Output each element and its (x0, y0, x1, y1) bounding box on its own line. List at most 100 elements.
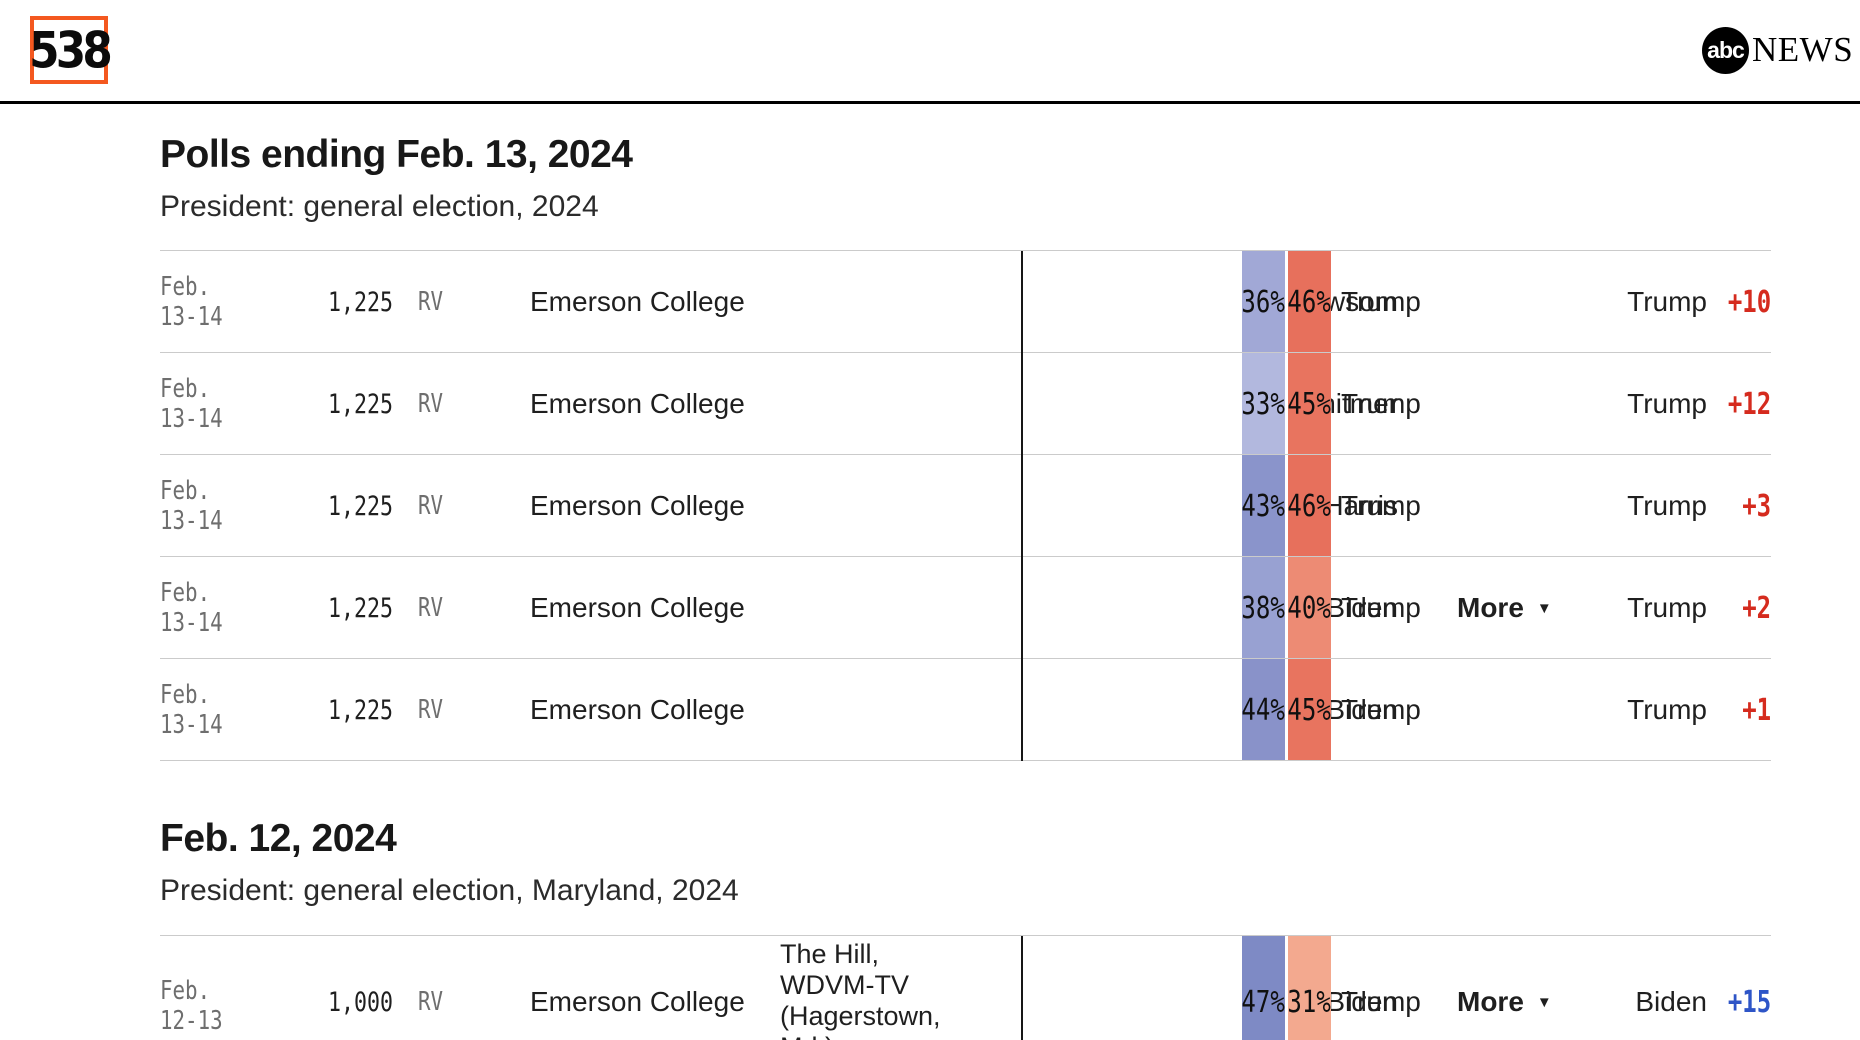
dem-pct-cell: 47% (1242, 936, 1285, 1040)
poll-row: Feb. 13-14 1,225 RV Emerson College Bide… (160, 557, 1771, 659)
pollster-link[interactable]: Emerson College (530, 490, 745, 521)
dem-pct-cell: 44% (1242, 659, 1285, 760)
sample-count: 1,225 (328, 592, 394, 624)
leader: Trump +3 (1627, 489, 1771, 524)
poll-date-line1: Feb. (160, 374, 211, 404)
poll-row: Feb. 13-14 1,225 RV Emerson College Whit… (160, 353, 1771, 455)
poll-date-line2: 13-14 (160, 506, 223, 536)
poll-date-line2: 13-14 (160, 404, 223, 434)
more-label: More (1457, 592, 1524, 623)
leader: Biden +15 (1635, 985, 1771, 1020)
more-button[interactable]: More ▼ (1457, 986, 1552, 1018)
site-header: 538 abc NEWS (0, 0, 1860, 104)
poll-dates: Feb. 13-14 (160, 680, 238, 740)
dem-candidate-name: Biden (1326, 592, 1398, 623)
more-button[interactable]: More ▼ (1457, 592, 1552, 624)
pollster-link[interactable]: Emerson College (530, 286, 745, 317)
dem-candidate: Harris (1041, 490, 1398, 522)
dem-candidate-name: Biden (1326, 986, 1398, 1017)
sample-type: RV (418, 593, 444, 623)
sample-size: 1,225 RV (328, 388, 450, 420)
section-subtitle: President: general election, Maryland, 2… (160, 874, 739, 907)
leader-name: Trump (1627, 388, 1707, 419)
poll-dates: Feb. 13-14 (160, 578, 238, 638)
abc-news-logo[interactable]: abc NEWS (1702, 26, 1853, 74)
leader-name: Trump (1627, 694, 1707, 725)
poll-date-line2: 13-14 (160, 608, 223, 638)
dem-pct-cell: 33% (1242, 353, 1285, 454)
rep-candidate-name: Trump (1341, 286, 1421, 317)
poll-dates: Feb. 13-14 (160, 272, 238, 332)
poll-date-line1: Feb. (160, 976, 211, 1006)
sample-type: RV (418, 695, 444, 725)
pollster-link[interactable]: Emerson College (530, 388, 745, 419)
sample-size: 1,225 RV (328, 592, 450, 624)
leader: Trump +2 (1627, 590, 1771, 626)
table-rows: Feb. 13-14 1,225 RV Emerson College News… (160, 251, 1771, 761)
rep-pct-cell: 46% (1288, 455, 1331, 556)
rep-pct-cell: 45% (1288, 353, 1331, 454)
dem-candidate: Biden (1041, 986, 1398, 1018)
poll-row: Feb. 13-14 1,225 RV Emerson College Harr… (160, 455, 1771, 557)
leader-name: Trump (1627, 286, 1707, 317)
poll-date-line1: Feb. (160, 476, 211, 506)
rep-candidate-name: Trump (1341, 388, 1421, 419)
dem-pct: 44% (1241, 692, 1286, 728)
pollster-link[interactable]: Emerson College (530, 694, 745, 725)
sample-count: 1,225 (328, 388, 394, 420)
rep-pct: 40% (1287, 590, 1332, 626)
rep-pct-cell: 31% (1288, 936, 1331, 1040)
rep-pct: 45% (1287, 386, 1332, 422)
pollster-link[interactable]: Emerson College (530, 986, 745, 1017)
poll-date-line1: Feb. (160, 578, 211, 608)
leader-margin: +2 (1742, 590, 1771, 626)
sample-count: 1,225 (328, 286, 394, 318)
dem-pct: 47% (1241, 984, 1286, 1020)
dem-pct: 38% (1241, 590, 1286, 626)
sample-type: RV (418, 389, 444, 419)
abc-circle-icon: abc (1702, 26, 1749, 74)
dem-candidate-name: Biden (1326, 694, 1398, 725)
poll-dates: Feb. 12-13 (160, 976, 238, 1036)
chevron-down-icon: ▼ (1536, 993, 1552, 1011)
rep-pct-cell: 46% (1288, 251, 1331, 352)
table-divider-line (1021, 251, 1023, 761)
leader-name: Trump (1627, 592, 1707, 623)
leader: Trump +10 (1627, 284, 1771, 320)
table-divider-line (1021, 936, 1023, 1040)
poll-date-line1: Feb. (160, 272, 211, 302)
leader-name: Biden (1635, 986, 1707, 1017)
poll-row: Feb. 13-14 1,225 RV Emerson College News… (160, 251, 1771, 353)
pollster-link[interactable]: Emerson College (530, 592, 745, 623)
sample-type: RV (418, 287, 444, 317)
poll-date-line1: Feb. (160, 680, 211, 710)
leader-margin: +12 (1727, 386, 1771, 422)
rep-pct: 46% (1287, 488, 1332, 524)
sample-type: RV (418, 987, 444, 1017)
leader-margin: +10 (1727, 284, 1771, 320)
table-rows: Feb. 12-13 1,000 RV Emerson College The … (160, 936, 1771, 1040)
rep-pct: 46% (1287, 284, 1332, 320)
poll-date-line2: 13-14 (160, 710, 223, 740)
leader: Trump +12 (1627, 386, 1771, 422)
rep-candidate-name: Trump (1341, 694, 1421, 725)
poll-row: Feb. 12-13 1,000 RV Emerson College The … (160, 936, 1771, 1040)
more-label: More (1457, 986, 1524, 1017)
poll-date-line2: 13-14 (160, 302, 223, 332)
dem-candidate-name: Harris (1323, 490, 1398, 521)
rep-candidate-name: Trump (1341, 490, 1421, 521)
poll-dates: Feb. 13-14 (160, 374, 238, 434)
sample-size: 1,000 RV (328, 986, 450, 1018)
site-logo-538[interactable]: 538 (29, 16, 113, 84)
poll-dates: Feb. 13-14 (160, 476, 238, 536)
news-text: NEWS (1752, 30, 1854, 69)
sample-count: 1,225 (328, 694, 394, 726)
dem-pct-cell: 43% (1242, 455, 1285, 556)
dem-pct-cell: 38% (1242, 557, 1285, 658)
section-title: Polls ending Feb. 13, 2024 (160, 133, 633, 176)
section-title: Feb. 12, 2024 (160, 817, 397, 860)
sample-count: 1,000 (328, 986, 394, 1018)
leader-margin: +1 (1742, 692, 1771, 728)
sponsor: The Hill, WDVM-TV (Hagerstown, Md.) (780, 939, 941, 1040)
poll-row: Feb. 13-14 1,225 RV Emerson College Bide… (160, 659, 1771, 761)
